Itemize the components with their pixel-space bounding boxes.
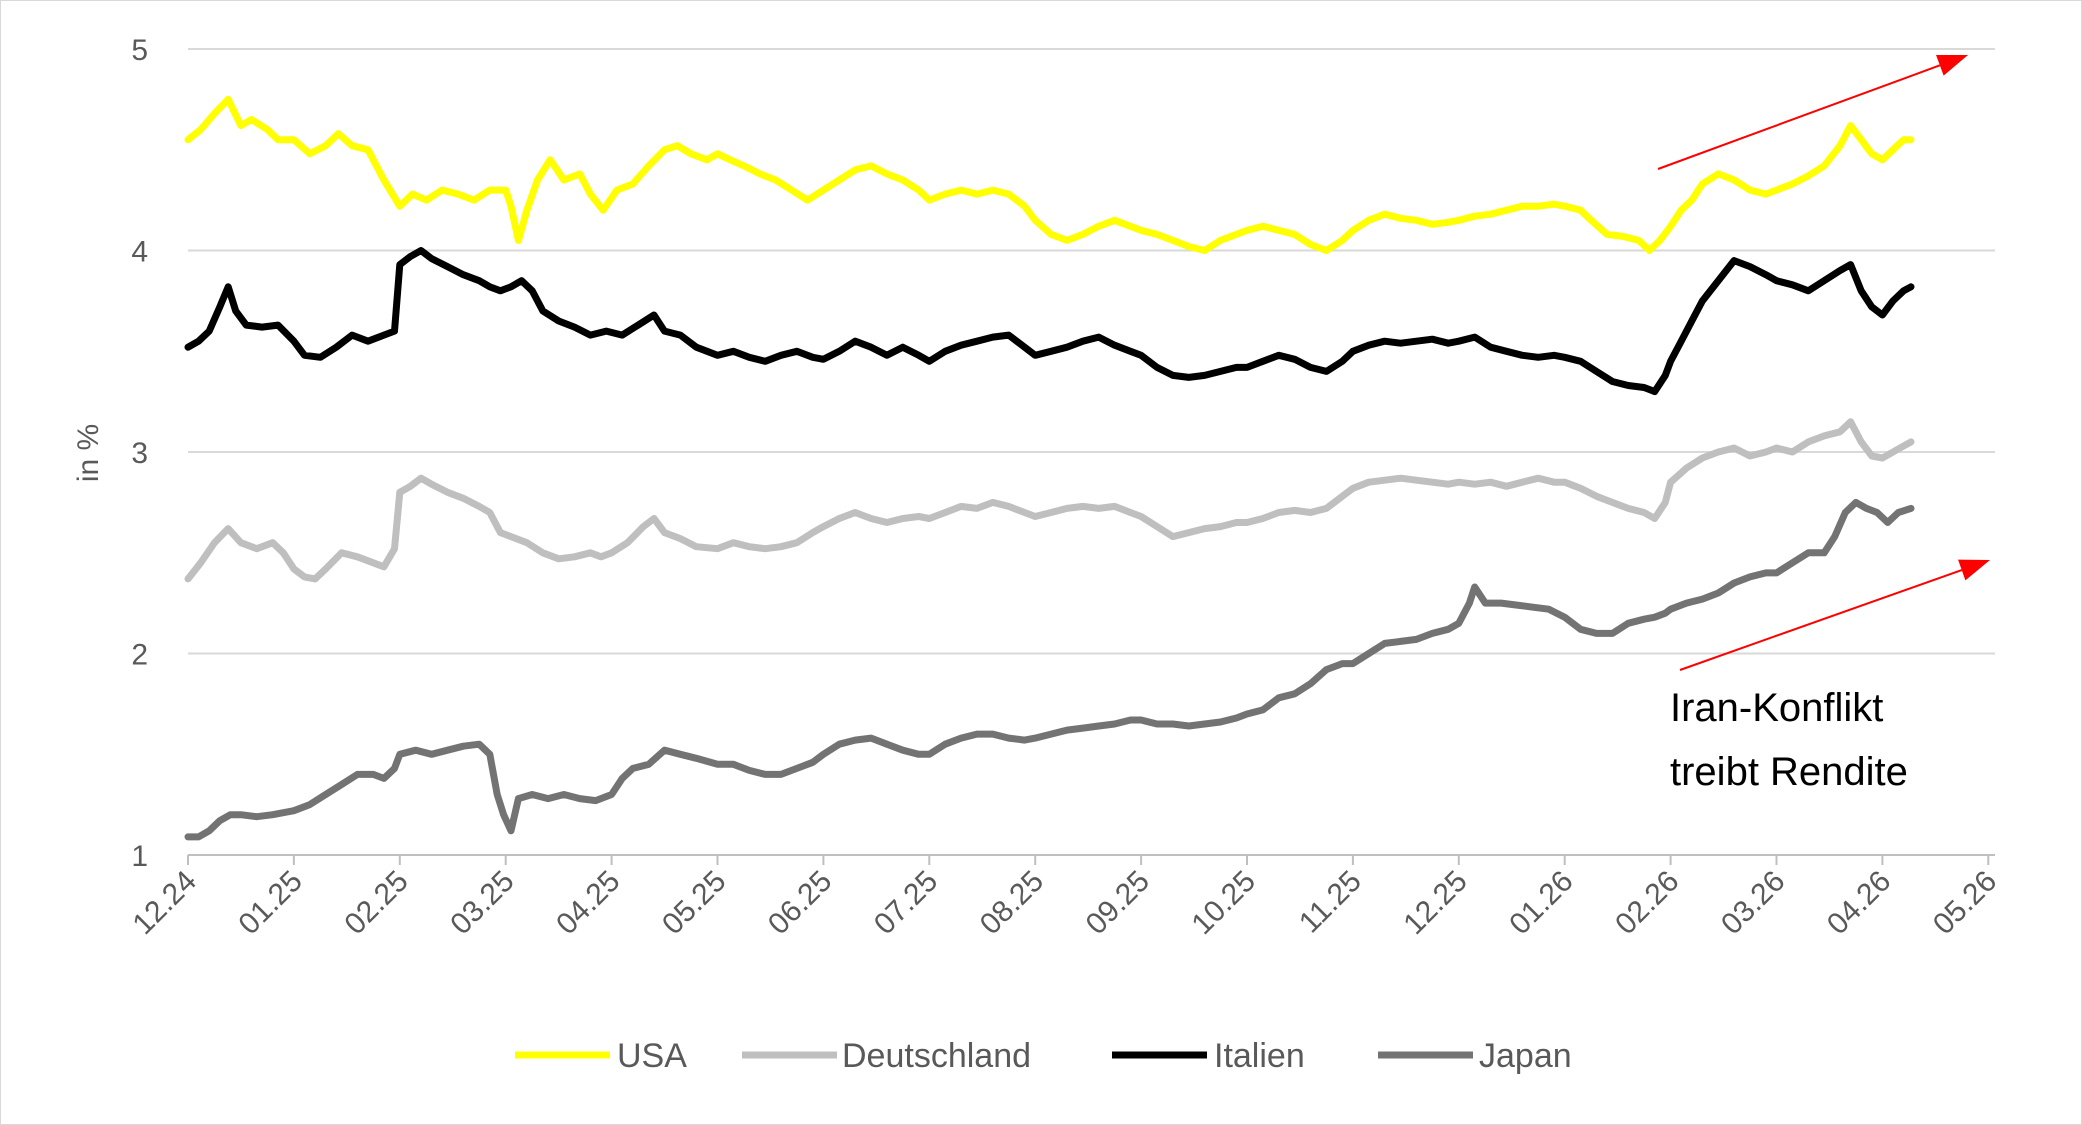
annotation-arrow-usa-shaft xyxy=(1657,64,1941,170)
x-tick-label: 05.25 xyxy=(656,865,732,941)
x-tick-label: 12.24 xyxy=(127,865,203,941)
x-tick-label: 11.25 xyxy=(1293,865,1368,940)
annotation-arrow-japan-shaft xyxy=(1679,569,1963,671)
series-line-usa xyxy=(184,95,1915,254)
x-tick-label: 04.25 xyxy=(550,865,626,941)
annotation-text-line1: Iran-Konflikt xyxy=(1670,686,1883,730)
y-tick-label: 5 xyxy=(131,34,148,67)
y-axis-ticks: 1 2 3 4 5 xyxy=(131,34,148,873)
x-tick-label: 02.25 xyxy=(338,865,414,941)
x-tick-label: 12.25 xyxy=(1397,865,1473,941)
series-layer xyxy=(184,95,1915,841)
annotation-arrow-japan-head xyxy=(1958,559,1990,581)
legend-item-deutschland: Deutschland xyxy=(742,1037,1031,1075)
series-line-deutschland xyxy=(184,418,1915,583)
y-tick-label: 2 xyxy=(131,639,148,672)
x-tick-label: 02.26 xyxy=(1609,865,1685,941)
annotation-arrow-usa-head xyxy=(1936,55,1968,76)
legend-label: Italien xyxy=(1214,1037,1305,1075)
series-line-italien xyxy=(184,247,1915,396)
x-tick-label: 07.25 xyxy=(868,865,944,941)
legend-label: USA xyxy=(617,1037,687,1075)
y-tick-label: 3 xyxy=(131,437,148,470)
x-tick-label: 06.25 xyxy=(762,865,838,941)
x-axis: 12.24 01.25 02.25 03.25 04.25 05.25 06.25 07.25… xyxy=(127,854,2003,941)
x-tick-label: 04.26 xyxy=(1821,865,1897,941)
legend-item-usa: USA xyxy=(515,1037,687,1075)
y-tick-label: 4 xyxy=(131,236,148,269)
x-tick-label: 09.25 xyxy=(1080,865,1156,941)
x-tick-label: 10.25 xyxy=(1186,865,1262,941)
legend-item-italien: Italien xyxy=(1112,1037,1305,1075)
y-axis-title: in % xyxy=(72,424,105,482)
y-tick-label: 1 xyxy=(131,840,148,873)
x-tick-label: 01.25 xyxy=(232,865,308,941)
x-tick-label: 05.26 xyxy=(1927,865,2003,941)
annotation-arrow-japan xyxy=(1679,559,1990,671)
x-tick-label: 03.26 xyxy=(1715,865,1791,941)
annotation-arrow-usa xyxy=(1657,55,1968,170)
annotation-text-line2: treibt Rendite xyxy=(1670,750,1908,794)
x-tick-label: 08.25 xyxy=(974,865,1050,941)
series-line-japan xyxy=(184,498,1915,841)
annotations xyxy=(1657,55,1990,671)
legend-label: Deutschland xyxy=(842,1037,1031,1075)
legend: USA Deutschland Italien Japan xyxy=(515,1037,1572,1075)
x-tick-label: 01.26 xyxy=(1503,865,1579,941)
legend-item-japan: Japan xyxy=(1378,1037,1572,1075)
legend-label: Japan xyxy=(1479,1037,1572,1075)
x-tick-label: 03.25 xyxy=(444,865,520,941)
